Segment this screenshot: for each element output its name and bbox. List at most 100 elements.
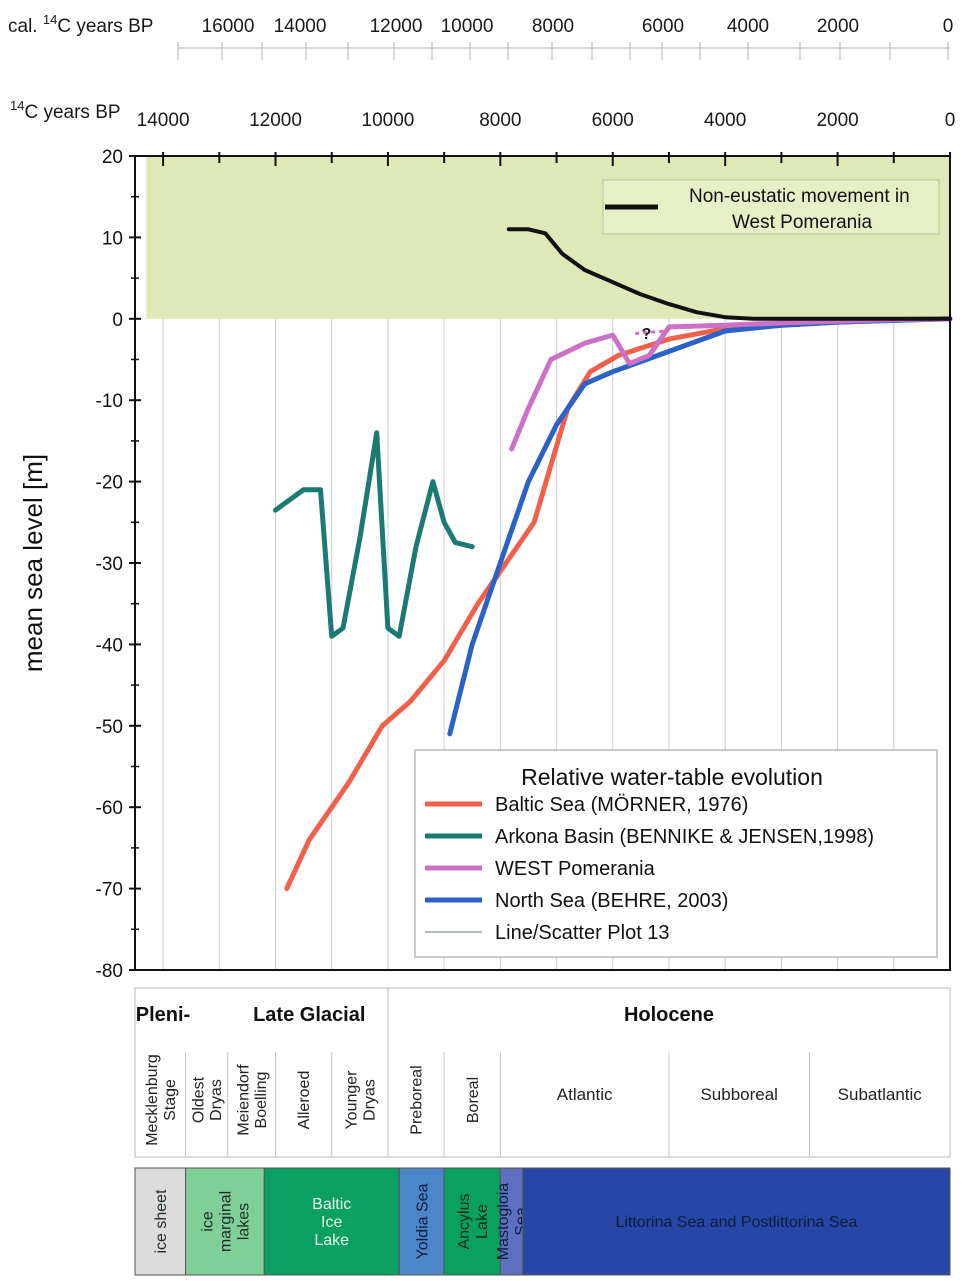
question-mark: ? <box>642 326 652 343</box>
cal-tick-label: 8000 <box>532 16 574 37</box>
phase-label: Yoldia Sea <box>414 1183 431 1259</box>
label-line: Mastogloia <box>495 1183 512 1260</box>
cal-axis-ticks: 16000 14000 12000 10000 8000 6000 4000 2000 0 <box>177 16 954 60</box>
non-eustatic-legend: Non-eustatic movement in West Pomerania <box>602 179 940 235</box>
c14-tick-label: 12000 <box>249 110 302 131</box>
pomerania-dashed-segment <box>635 329 667 335</box>
cal-tick-label: 10000 <box>441 16 494 37</box>
cal-tick-label: 6000 <box>642 16 684 37</box>
cal-tick-label: 14000 <box>274 16 327 37</box>
c14-tick-label: 10000 <box>362 110 415 131</box>
series-line-noneustatic <box>506 227 952 321</box>
phase-cell <box>522 1167 951 1276</box>
y-axis-ticks: 20 10 0 -10 -20 -30 -40 -50 -60 -70 -80 <box>96 147 141 982</box>
legend-items: Baltic Sea (MÖRNER, 1976) Arkona Basin (B… <box>425 794 874 944</box>
cal-tick-label: 16000 <box>202 16 255 37</box>
y-tick-label: -20 <box>96 473 123 494</box>
phase-label: Littorina Sea and Postlittorina Sea <box>615 1214 857 1231</box>
c14-tick-label: 2000 <box>816 110 858 131</box>
label-line: Subboreal <box>700 1085 778 1104</box>
stage-group-label: Late Glacial <box>253 1004 365 1026</box>
y-tick-label: -30 <box>96 554 123 575</box>
cal-tick-label: 12000 <box>370 16 423 37</box>
label-line: Ancylus <box>456 1193 473 1249</box>
stage-group-label: Pleni- <box>136 1004 190 1026</box>
legend-label-pomerania: WEST Pomerania <box>495 858 656 880</box>
stage-period-label: MeiendorfBoelling <box>235 1064 270 1136</box>
phase-cell <box>263 1167 400 1276</box>
y-tick-label: -70 <box>96 880 123 901</box>
stage-group-label: Holocene <box>624 1004 714 1026</box>
label-line: Lake <box>474 1204 491 1239</box>
legend-box <box>414 749 938 958</box>
series-layer <box>273 227 953 892</box>
stage-period-label: Subatlantic <box>838 1085 923 1104</box>
label-line: ice <box>200 1211 217 1232</box>
stage-period-label: YoungerDryas <box>343 1070 378 1130</box>
legend-title: Relative water-table evolution <box>521 764 823 790</box>
stage-table-frame <box>134 987 951 1158</box>
c14-tick-label: 14000 <box>137 110 190 131</box>
y-tick-label: -80 <box>96 961 123 982</box>
legend-label-baltic: Baltic Sea (MÖRNER, 1976) <box>495 794 748 816</box>
label-line: Oldest <box>190 1076 207 1123</box>
label-line: Baltic <box>312 1196 351 1213</box>
c14-tick-label: 4000 <box>704 110 746 131</box>
y-tick-label: 20 <box>102 147 123 168</box>
label-line: Atlantic <box>557 1085 613 1104</box>
phase-label: ice sheet <box>153 1189 170 1254</box>
stage-period-label: Alleroed <box>296 1071 313 1130</box>
y-tick-label: 10 <box>102 228 123 249</box>
legend-label-arkona: Arkona Basin (BENNIKE & JENSEN,1998) <box>495 826 874 848</box>
legend-label-line: West Pomerania <box>732 212 873 233</box>
y-tick-label: -40 <box>96 635 123 656</box>
series-line-arkona <box>273 430 475 639</box>
legend-label-line: Non-eustatic movement in <box>689 186 910 207</box>
y-axis-label: mean sea level [m] <box>18 454 48 672</box>
label-line: Dryas <box>208 1079 225 1121</box>
stage-table: Pleni- Late Glacial Holocene MecklenburgSta… <box>134 987 951 1158</box>
phase-label: AncylusLake <box>456 1193 491 1249</box>
stage-period-label: Preboreal <box>409 1065 426 1134</box>
label-line: Lake <box>314 1232 349 1249</box>
cal-tick-label: 2000 <box>817 16 859 37</box>
label-line: Preboreal <box>409 1065 426 1134</box>
calibrated-age-axis: cal. 14C years BP 16000 14000 12000 10000 80… <box>8 12 953 60</box>
stage-period-label: Subboreal <box>700 1085 778 1104</box>
legend-label-noneustatic: Non-eustatic movement in West Pomerania <box>689 186 915 233</box>
label-line: Stage <box>162 1079 179 1121</box>
label-line: ice sheet <box>153 1189 170 1254</box>
legend-label-plot13: Line/Scatter Plot 13 <box>495 922 670 944</box>
legend-label-northsea: North Sea (BEHRE, 2003) <box>495 890 728 912</box>
y-tick-label: -10 <box>96 391 123 412</box>
label-line: Dryas <box>361 1079 378 1121</box>
top-axis-ticks <box>162 152 951 166</box>
label-line: marginal <box>218 1191 235 1252</box>
water-table-legend: Relative water-table evolution Baltic Se… <box>414 749 938 958</box>
baltic-phase-bar: ice sheet icemarginallakes Baltic Ice Lake Yo… <box>134 1167 951 1276</box>
label-line: lakes <box>235 1203 252 1240</box>
y-tick-label: -60 <box>96 798 123 819</box>
label-line: Boelling <box>253 1072 270 1129</box>
label-line: Younger <box>343 1070 360 1130</box>
y-tick-label: 0 <box>112 310 123 331</box>
phase-cell <box>134 1167 187 1276</box>
label-line: Littorina Sea and Postlittorina Sea <box>615 1214 857 1231</box>
cal-axis-label: cal. 14C years BP <box>8 12 153 37</box>
c14-tick-label: 8000 <box>479 110 521 131</box>
legend-box <box>602 179 940 235</box>
phase-label: Baltic Ice Lake <box>312 1196 351 1249</box>
phase-label: icemarginallakes <box>200 1191 253 1252</box>
phase-cell <box>398 1167 445 1276</box>
label-line: Boreal <box>465 1077 482 1123</box>
c14-axis-label: 14C years BP <box>10 98 121 123</box>
label-line: Subatlantic <box>838 1085 923 1104</box>
c14-tick-label: 0 <box>945 110 956 131</box>
cal-tick-label: 4000 <box>727 16 769 37</box>
series-line-northsea <box>447 316 953 737</box>
cal-tick-label: 0 <box>943 16 954 37</box>
phase-cell <box>185 1167 265 1276</box>
stage-period-label: MecklenburgStage <box>144 1054 179 1146</box>
plot-area: ? 20 10 0 -10 -20 -30 -40 -50 -60 -70 -80 mean sea… <box>18 147 953 982</box>
